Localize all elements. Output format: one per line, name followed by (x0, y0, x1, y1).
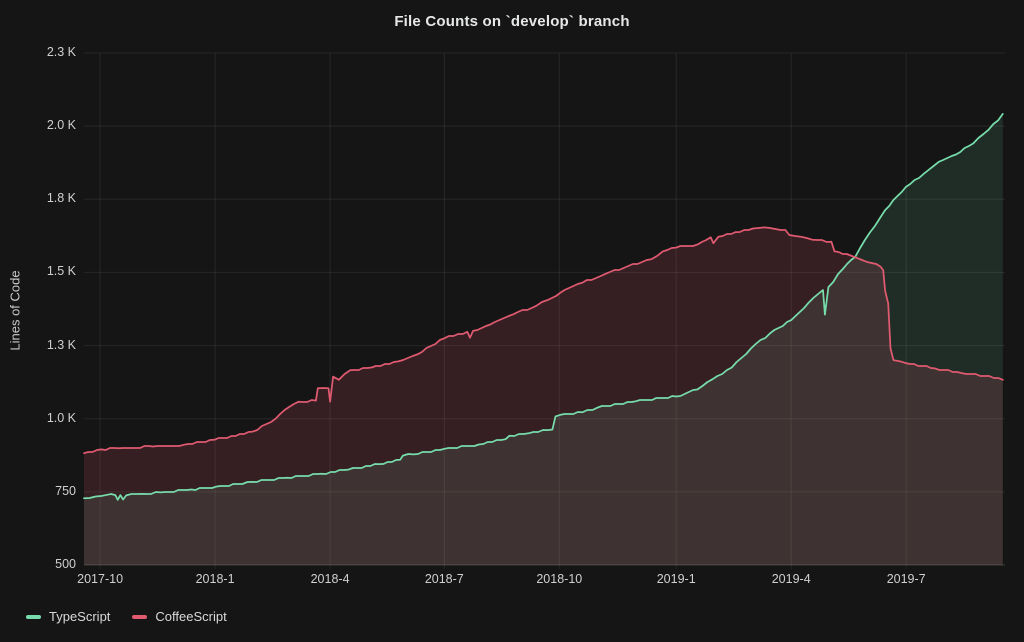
x-tick-label: 2019-4 (771, 572, 811, 586)
x-tick-label: 2019-7 (886, 572, 926, 586)
x-tick-label: 2018-10 (536, 572, 583, 586)
legend-swatch-icon (132, 614, 148, 619)
legend: TypeScript CoffeeScript (26, 609, 227, 624)
y-tick-label: 1.3 K (46, 337, 76, 352)
x-tick-label: 2018-4 (310, 572, 350, 586)
panel-title[interactable]: File Counts on `develop` branch (394, 13, 630, 30)
legend-swatch-icon (26, 614, 41, 619)
series-area-typescript (84, 113, 1003, 566)
y-tick-label: 1.8 K (46, 191, 76, 206)
y-tick-label: 750 (55, 483, 76, 498)
y-tick-label: 500 (55, 557, 76, 571)
x-tick-label: 2019-1 (656, 572, 696, 586)
x-tick-label: 2018-1 (195, 572, 235, 586)
series-area-coffeescript (84, 227, 1003, 565)
legend-label: CoffeeScript (155, 609, 227, 624)
series-line-coffeescript (83, 226, 1004, 455)
x-tick-label: 2017-10 (77, 572, 124, 586)
y-tick-label: 2.0 K (46, 118, 76, 133)
y-tick-label: 1.0 K (46, 410, 76, 425)
legend-item-coffeescript[interactable]: CoffeeScript (132, 609, 227, 624)
series-line-typescript (83, 113, 1004, 501)
y-tick-label: 2.3 K (46, 45, 76, 59)
x-tick-label: 2018-7 (424, 572, 464, 586)
y-tick-label: 1.5 K (46, 264, 76, 279)
legend-label: TypeScript (49, 609, 111, 624)
legend-item-typescript[interactable]: TypeScript (26, 609, 110, 624)
